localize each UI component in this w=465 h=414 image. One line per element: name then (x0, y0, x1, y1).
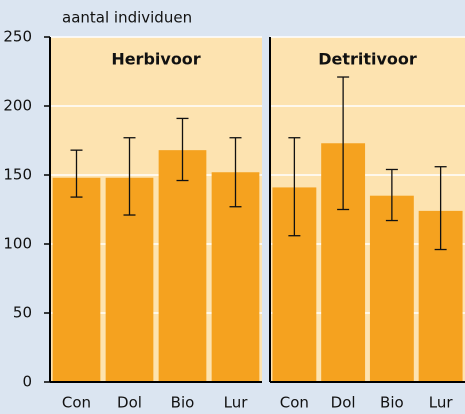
y-tick-label: 0 (22, 373, 32, 391)
error-bar (434, 166, 447, 251)
y-tick-label: 250 (3, 28, 32, 46)
x-tick-label: Con (62, 394, 91, 412)
y-tick-label: 150 (3, 166, 32, 184)
x-tick-label: Bio (171, 394, 195, 412)
error-bar (70, 149, 83, 198)
error-bar (229, 137, 242, 208)
bar (158, 150, 207, 382)
error-bar (123, 137, 136, 216)
y-axis-label: aantal individuen (62, 9, 192, 27)
x-tick-label: Dol (331, 394, 356, 412)
error-bar (337, 76, 350, 211)
panel-title: Detritivoor (318, 50, 417, 69)
x-tick-label: Dol (117, 394, 142, 412)
bar (52, 177, 101, 382)
bar (369, 195, 414, 382)
x-tick-label: Lur (224, 394, 249, 412)
y-tick-label: 200 (3, 97, 32, 115)
panel-title: Herbivoor (111, 50, 200, 69)
error-bar (176, 117, 189, 182)
x-tick-label: Bio (380, 394, 404, 412)
error-bar (288, 137, 301, 237)
error-bar (385, 168, 398, 222)
x-tick-label: Lur (429, 394, 454, 412)
y-tick-label: 100 (3, 235, 32, 253)
y-tick-label: 50 (13, 304, 32, 322)
x-tick-label: Con (280, 394, 309, 412)
